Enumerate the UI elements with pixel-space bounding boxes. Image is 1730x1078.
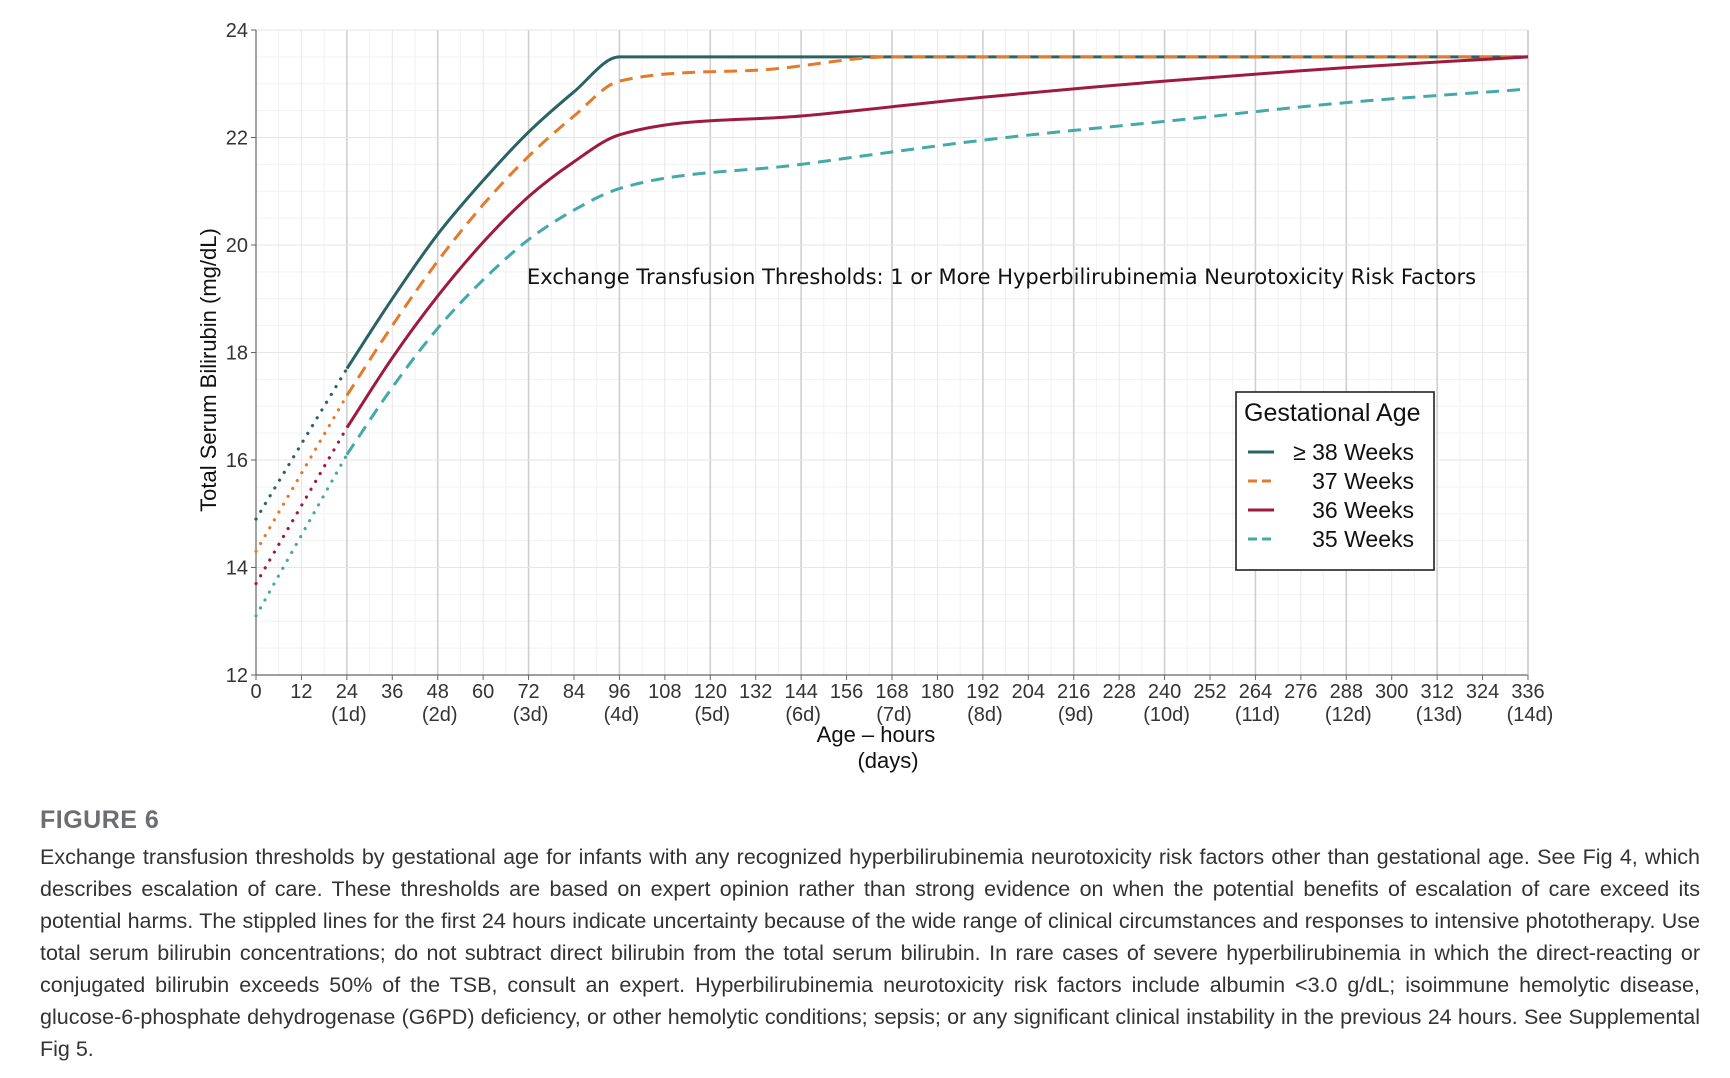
- series-3-line: [345, 55, 1529, 429]
- series-4-stippled-line: [254, 453, 349, 618]
- x-day-label: (2d): [422, 704, 458, 726]
- legend-label-2: 37 Weeks: [1312, 468, 1414, 494]
- x-tick-label: 288: [1330, 681, 1363, 703]
- x-tick-label: 312: [1420, 681, 1453, 703]
- series-4-line: [345, 87, 1529, 456]
- x-day-label: (12d): [1325, 704, 1372, 726]
- y-axis-title: Total Serum Bilirubin (mg/dL): [196, 228, 221, 512]
- y-tick-label: 18: [226, 343, 248, 365]
- x-day-label: (11d): [1235, 704, 1280, 726]
- x-tick-label: 192: [966, 681, 999, 703]
- y-tick-label: 24: [226, 20, 248, 42]
- x-tick-label: 12: [290, 681, 312, 703]
- x-tick-label: 216: [1057, 681, 1090, 703]
- x-tick-label: 144: [784, 681, 817, 703]
- x-tick-label: 96: [608, 681, 630, 703]
- figure-caption: FIGURE 6 Exchange transfusion thresholds…: [40, 806, 1700, 1065]
- x-tick-label: 228: [1102, 681, 1135, 703]
- x-day-label: (5d): [694, 704, 730, 726]
- x-tick-label: 60: [472, 681, 494, 703]
- x-tick-label: 36: [381, 681, 403, 703]
- x-tick-label: 276: [1284, 681, 1317, 703]
- x-day-label: (1d): [331, 704, 367, 726]
- x-tick-label: 324: [1466, 681, 1499, 703]
- y-tick-label: 16: [226, 450, 248, 472]
- x-tick-label: 132: [739, 681, 772, 703]
- legend-label-1: ≥ 38 Weeks: [1293, 439, 1414, 465]
- x-day-label: (7d): [876, 704, 912, 726]
- x-day-label: (14d): [1507, 704, 1554, 726]
- x-axis-title-hours: Age – hours: [817, 722, 936, 747]
- y-tick-label: 20: [226, 235, 248, 257]
- x-tick-label: 120: [694, 681, 727, 703]
- x-tick-label: 300: [1375, 681, 1408, 703]
- y-tick-label: 12: [226, 665, 248, 687]
- x-tick-label: 168: [875, 681, 908, 703]
- figure: 12 14 16 18 20 22 24 0 12 24 36 48 60 72 84 96 108 120 132…: [196, 20, 1554, 773]
- x-day-label: (10d): [1143, 704, 1190, 726]
- y-tick-label: 14: [226, 558, 248, 580]
- figure-caption-text: Exchange transfusion thresholds by gesta…: [40, 845, 1700, 1061]
- x-tick-label: 264: [1239, 681, 1272, 703]
- x-day-label: (4d): [604, 704, 640, 726]
- x-tick-label: 156: [830, 681, 863, 703]
- legend-items: ≥ 38 Weeks 37 Weeks 36 Weeks 35 Weeks: [1248, 439, 1414, 552]
- series-3-stippled-line: [254, 426, 349, 586]
- x-tick-label: 204: [1012, 681, 1045, 703]
- x-tick-label: 252: [1193, 681, 1226, 703]
- x-tick-label: 336: [1511, 681, 1544, 703]
- figure-label: FIGURE 6: [40, 806, 160, 834]
- x-tick-label: 0: [250, 681, 261, 703]
- x-tick-label: 48: [427, 681, 449, 703]
- x-day-label: (8d): [967, 704, 1003, 726]
- chart-annotation: Exchange Transfusion Thresholds: 1 or Mo…: [527, 265, 1476, 289]
- x-tick-label: 108: [648, 681, 681, 703]
- grid-layer: [255, 29, 1529, 676]
- x-tick-label: 24: [336, 681, 358, 703]
- legend-title: Gestational Age: [1244, 399, 1421, 427]
- series-2-stippled-line: [254, 393, 349, 553]
- legend-label-3: 36 Weeks: [1312, 497, 1414, 523]
- x-day-label: (6d): [785, 704, 821, 726]
- x-tick-label: 72: [517, 681, 539, 703]
- series-1-stippled-line: [254, 367, 349, 521]
- x-tick-label: 180: [921, 681, 954, 703]
- x-day-label: (9d): [1058, 704, 1094, 726]
- x-tick-label: 240: [1148, 681, 1181, 703]
- series-layer: [254, 55, 1529, 618]
- legend-label-4: 35 Weeks: [1312, 526, 1414, 552]
- x-day-label: (3d): [513, 704, 549, 726]
- series-1-line: [345, 55, 1528, 370]
- x-tick-label: 84: [563, 681, 585, 703]
- x-axis-title-days: (days): [857, 748, 918, 773]
- y-tick-label: 22: [226, 128, 248, 150]
- x-day-label: (13d): [1416, 704, 1463, 726]
- legend: Gestational Age ≥ 38 Weeks 37 Weeks 36 Wee…: [1235, 391, 1435, 571]
